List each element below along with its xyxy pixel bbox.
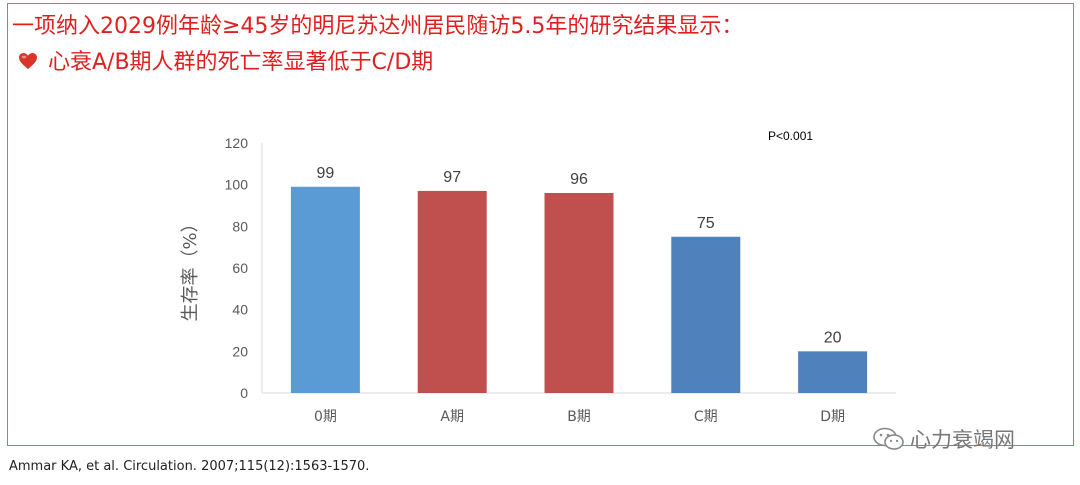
x-tick-label: C期: [694, 409, 718, 425]
bar: [544, 193, 614, 393]
y-axis-title: 生存率（%）: [180, 214, 201, 321]
bar-value-label: 99: [317, 165, 335, 182]
heart-icon: [19, 53, 37, 69]
slide-frame: [7, 3, 1074, 446]
survival-bar-chart: 0 20 40 60 80 100 120 99 0期 97 A期 96 B期 75 C期 20 D期 生存率…: [180, 129, 896, 425]
y-tick-label: 120: [225, 135, 249, 151]
bar: [798, 351, 868, 393]
y-tick-label: 0: [240, 385, 248, 401]
wechat-icon: [873, 427, 904, 450]
bar-value-label: 96: [570, 171, 588, 188]
y-tick-label: 20: [232, 343, 248, 359]
p-value-annotation: P<0.001: [768, 129, 813, 143]
y-tick-label: 40: [232, 302, 248, 318]
x-tick-label: D期: [820, 409, 845, 425]
bar: [417, 190, 487, 393]
bar: [671, 236, 741, 393]
slide-subtitle: 心衰A/B期人群的死亡率显著低于C/D期: [48, 50, 434, 75]
bar: [290, 186, 360, 393]
citation: Ammar KA, et al. Circulation. 2007;115(1…: [9, 459, 370, 474]
slide-title: 一项纳入2029例年龄≥45岁的明尼苏达州居民随访5.5年的研究结果显示：: [12, 14, 744, 39]
x-tick-label: B期: [567, 409, 591, 425]
y-tick-label: 100: [225, 177, 249, 193]
bar-value-label: 20: [824, 329, 842, 346]
x-tick-label: 0期: [314, 409, 337, 425]
watermark: 心力衰竭网: [872, 424, 1015, 454]
x-tick-label: A期: [440, 409, 464, 425]
bar-value-label: 97: [443, 169, 461, 186]
y-tick-label: 80: [232, 218, 248, 234]
bar-value-label: 75: [697, 215, 715, 232]
y-tick-label: 60: [232, 260, 248, 276]
watermark-text: 心力衰竭网: [910, 428, 1015, 452]
